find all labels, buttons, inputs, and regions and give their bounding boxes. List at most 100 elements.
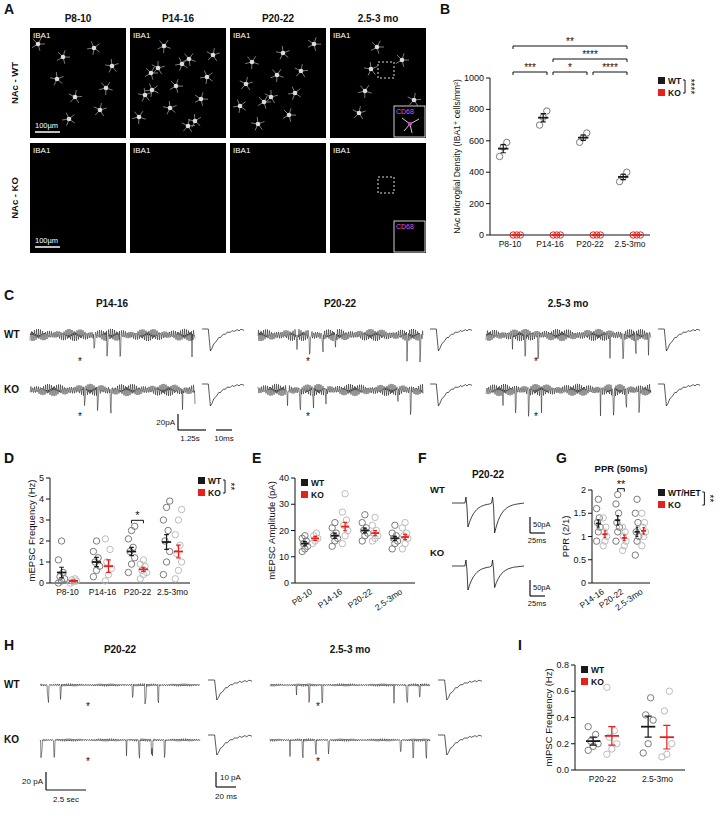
point — [359, 519, 365, 525]
chart: 02004006008001000NAc Microglial Density … — [452, 36, 696, 249]
scale-label: 20 ms — [215, 792, 237, 801]
mean — [69, 580, 78, 582]
inset — [394, 221, 425, 252]
cell-process — [145, 84, 158, 97]
legend-label: WT — [311, 478, 325, 488]
scale-bar-label: 100µm — [35, 121, 58, 130]
error-bar — [71, 580, 76, 582]
cell-process — [170, 79, 183, 93]
point — [632, 552, 638, 558]
event-marker: * — [78, 411, 82, 422]
event-trace — [658, 329, 700, 351]
legend-label: WT/HET — [668, 488, 701, 498]
error-bar — [645, 716, 652, 737]
cell-process — [240, 77, 253, 90]
event-trace — [202, 384, 244, 406]
scale-label: 25ms — [528, 536, 547, 545]
cell-body — [168, 106, 173, 111]
point — [132, 523, 138, 529]
cell-body — [55, 77, 60, 82]
data-group — [593, 491, 648, 558]
point — [90, 574, 96, 580]
y-tick — [571, 743, 575, 744]
micrograph — [230, 143, 326, 253]
legend-label: WT — [208, 476, 222, 486]
sig-label: * — [135, 509, 140, 521]
cell-body — [400, 58, 405, 63]
panel-letter: D — [4, 450, 14, 466]
cell-body — [369, 67, 374, 72]
y-tick — [486, 109, 490, 110]
scale-label: 25ms — [528, 599, 547, 608]
data-group — [55, 498, 185, 586]
column-header: 2.5-3 mo — [330, 644, 371, 655]
cell-body — [193, 119, 198, 124]
x-axis — [490, 235, 650, 236]
point — [496, 153, 502, 159]
y-axis-title: NAc Microglial Density (IBA1⁺ cells/mm²) — [452, 79, 462, 234]
error-bar — [303, 542, 307, 546]
scale-bar — [35, 246, 60, 248]
point — [603, 524, 609, 530]
y-tick — [588, 559, 592, 560]
point — [178, 506, 184, 512]
cell-body — [143, 93, 148, 98]
cell-process — [87, 42, 100, 55]
column-header: P14-16 — [96, 298, 129, 309]
trace — [258, 329, 423, 362]
point — [128, 527, 134, 533]
event-marker: * — [78, 356, 82, 367]
event-trace — [208, 735, 252, 755]
cell-body — [211, 53, 216, 58]
point — [107, 546, 113, 552]
legend-swatch — [301, 491, 308, 498]
y-tick — [571, 770, 575, 771]
micrograph — [330, 28, 426, 138]
y-tick-label: 1000 — [464, 73, 484, 83]
row-label: KO — [4, 384, 19, 395]
legend-swatch — [658, 89, 665, 96]
y-tick — [46, 541, 50, 542]
chart: 010203040mEPSC Amplitude (pA)P8-10P14-16… — [266, 473, 415, 613]
point — [332, 519, 338, 525]
cell-body — [363, 89, 368, 94]
x-tick-label: 2.5-3mo — [157, 587, 188, 597]
point — [139, 567, 145, 573]
panel-letter: G — [556, 450, 567, 466]
point — [172, 532, 178, 538]
error-bar — [590, 737, 597, 745]
inset-label: CD68 — [396, 223, 414, 230]
y-tick — [46, 499, 50, 500]
point — [339, 509, 345, 515]
point — [175, 567, 181, 573]
micrograph — [130, 143, 226, 253]
column-header: P14-16 — [162, 13, 195, 24]
data-group — [585, 684, 675, 760]
y-tick — [46, 583, 50, 584]
scale-bar — [215, 772, 216, 787]
y-axis — [50, 478, 51, 583]
y-tick — [291, 583, 295, 584]
y-tick-label: 1 — [581, 532, 586, 542]
y-tick-label: 2 — [581, 485, 586, 495]
point — [392, 522, 398, 528]
trace — [40, 739, 200, 759]
event-trace — [438, 680, 482, 700]
error-bar — [106, 560, 111, 573]
point — [669, 741, 675, 747]
cell-body — [174, 84, 179, 89]
row-label: NAc - KO — [9, 177, 20, 219]
cell-process — [175, 58, 188, 71]
row-label: KO — [4, 734, 19, 745]
scale-bar — [177, 414, 178, 430]
legend-label: KO — [591, 677, 604, 687]
point — [90, 548, 96, 554]
point — [633, 529, 639, 535]
x-tick-label: 2.5-3mo — [642, 774, 673, 784]
trace — [270, 684, 430, 704]
trace — [486, 384, 651, 417]
point — [389, 530, 395, 536]
cell-process — [50, 72, 63, 85]
y-tick-label: 3 — [39, 515, 44, 525]
cell-process — [152, 61, 165, 74]
